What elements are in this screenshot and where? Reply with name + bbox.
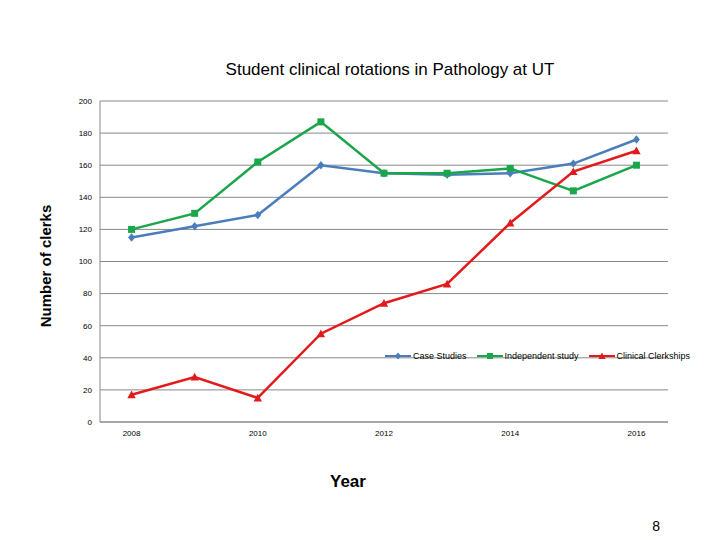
svg-text:2014: 2014: [501, 429, 519, 438]
html-text:Case Studies: Case Studies: [413, 351, 467, 361]
html-text:8: 8: [652, 518, 660, 534]
svg-text:0: 0: [88, 418, 93, 427]
svg-text:2008: 2008: [123, 429, 141, 438]
svg-text:180: 180: [79, 129, 93, 138]
svg-text:2012: 2012: [375, 429, 393, 438]
svg-text:20: 20: [83, 386, 92, 395]
svg-text:140: 140: [79, 193, 93, 202]
svg-text:80: 80: [83, 289, 92, 298]
html-text:Year: Year: [330, 472, 366, 491]
html-text:Clinical Clerkships: Clinical Clerkships: [616, 351, 691, 361]
svg-text:200: 200: [79, 97, 93, 106]
svg-text:160: 160: [79, 161, 93, 170]
svg-text:120: 120: [79, 225, 93, 234]
svg-text:100: 100: [79, 257, 93, 266]
html-text:Number of clerks: Number of clerks: [36, 204, 54, 328]
html-text:Student clinical rotations in: Student clinical rotations in Pathology …: [225, 60, 555, 79]
svg-text:2010: 2010: [249, 429, 267, 438]
html-text:Independent study: Independent study: [504, 351, 579, 361]
svg-text:2016: 2016: [628, 429, 646, 438]
svg-text:40: 40: [83, 354, 92, 363]
svg-text:60: 60: [83, 322, 92, 331]
